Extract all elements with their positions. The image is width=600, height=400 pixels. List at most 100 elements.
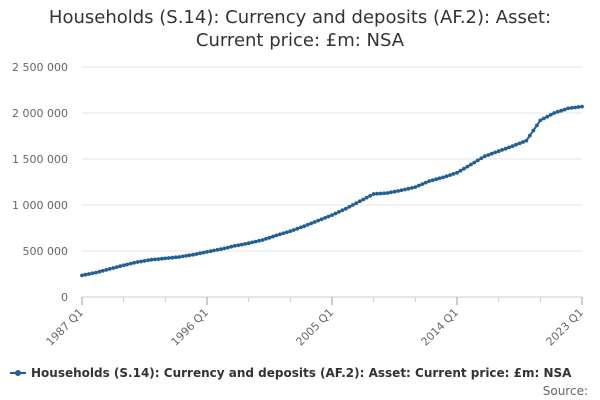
- data-point: [455, 170, 459, 175]
- data-point: [135, 260, 140, 264]
- data-point: [94, 270, 98, 275]
- data-point: [514, 142, 518, 147]
- data-point: [434, 177, 439, 182]
- data-point: [486, 153, 491, 157]
- data-point: [521, 140, 525, 144]
- data-point: [496, 149, 501, 154]
- data-point: [219, 247, 223, 252]
- x-tick-label: 2005 Q1: [294, 306, 337, 349]
- data-point: [170, 255, 175, 260]
- data-point: [118, 264, 123, 269]
- data-point: [267, 235, 272, 240]
- data-point: [180, 254, 185, 259]
- legend-swatch: [10, 367, 26, 379]
- x-tick-label: 1987 Q1: [44, 306, 87, 349]
- data-point: [184, 253, 189, 258]
- data-point: [423, 180, 428, 185]
- data-point: [462, 166, 466, 171]
- data-point: [121, 263, 126, 268]
- data-point: [406, 186, 411, 191]
- chart-title-line-2: Current price: £m: NSA: [195, 30, 405, 51]
- data-point: [503, 146, 508, 151]
- data-point: [531, 128, 536, 133]
- data-point: [100, 268, 105, 273]
- data-point: [243, 242, 248, 246]
- data-point: [107, 267, 112, 271]
- data-point: [458, 168, 463, 173]
- legend[interactable]: Households (S.14): Currency and deposits…: [10, 366, 571, 380]
- data-point: [125, 262, 129, 267]
- data-point: [420, 182, 425, 187]
- data-point: [246, 241, 251, 246]
- data-point: [128, 261, 133, 266]
- chart-title: Households (S.14): Currency and deposits…: [0, 6, 600, 52]
- data-point: [271, 234, 275, 239]
- data-point: [298, 225, 303, 230]
- data-point: [291, 228, 296, 232]
- data-point: [548, 112, 553, 117]
- data-point: [83, 272, 88, 277]
- data-point: [132, 260, 137, 265]
- y-tick-label: 1 500 000: [12, 153, 68, 166]
- data-point: [472, 160, 477, 165]
- x-tick-label: 1996 Q1: [169, 306, 212, 349]
- series-line: [81, 105, 583, 277]
- grid-lines: [82, 66, 582, 252]
- data-point: [205, 250, 209, 254]
- data-point: [559, 108, 564, 113]
- data-point: [302, 224, 307, 229]
- data-point: [555, 109, 560, 114]
- y-tick-label: 500 000: [23, 245, 69, 258]
- data-point: [212, 248, 216, 253]
- data-point: [340, 208, 345, 213]
- data-point: [257, 238, 261, 243]
- data-point: [316, 218, 320, 223]
- data-point: [330, 213, 334, 218]
- data-point: [208, 249, 213, 254]
- data-point: [312, 220, 317, 224]
- data-point: [177, 255, 182, 259]
- data-point: [448, 173, 452, 178]
- data-point: [385, 191, 390, 195]
- data-point: [451, 172, 456, 176]
- data-point: [281, 231, 286, 236]
- data-point: [337, 210, 341, 214]
- data-point: [541, 116, 546, 121]
- source-label: Source:: [542, 384, 588, 398]
- chart-title-line-1: Households (S.14): Currency and deposits…: [48, 7, 552, 28]
- data-point: [232, 244, 237, 248]
- data-point: [507, 145, 511, 150]
- data-point: [416, 183, 421, 188]
- data-point: [229, 244, 234, 249]
- data-point: [562, 107, 567, 112]
- data-point: [225, 245, 230, 250]
- data-point: [566, 106, 570, 111]
- y-tick-label: 2 000 000: [12, 107, 68, 120]
- data-point: [80, 273, 84, 278]
- data-point: [153, 257, 157, 262]
- data-point: [274, 233, 279, 238]
- data-point: [510, 144, 515, 149]
- data-point: [305, 222, 310, 227]
- data-point: [104, 268, 109, 272]
- y-tick-label: 2 500 000: [12, 61, 68, 74]
- legend-label: Households (S.14): Currency and deposits…: [31, 366, 572, 380]
- data-point: [482, 154, 487, 159]
- data-point: [371, 192, 376, 196]
- data-point: [403, 187, 407, 192]
- data-point: [437, 176, 442, 181]
- data-point: [357, 199, 362, 204]
- data-point: [198, 251, 203, 256]
- x-tick-label: 2023 Q1: [544, 306, 587, 349]
- data-point: [392, 189, 397, 194]
- data-point: [538, 118, 543, 123]
- data-point: [427, 179, 432, 184]
- data-point: [399, 188, 404, 193]
- data-point: [396, 189, 400, 193]
- data-point: [333, 211, 338, 216]
- data-point: [389, 190, 393, 195]
- data-point: [111, 266, 116, 270]
- data-point: [465, 164, 470, 169]
- data-point: [361, 197, 366, 202]
